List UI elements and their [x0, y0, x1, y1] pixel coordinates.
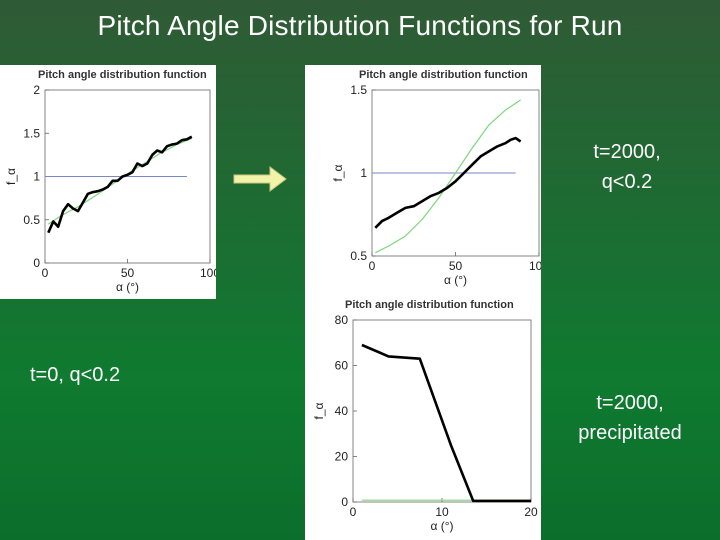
- chart-precipitated: Pitch angle distribution function 0 10 20 0 2…: [312, 299, 538, 533]
- chart-panel-late: Pitch angle distribution function 0 50 100 0…: [305, 65, 541, 293]
- chart-late: Pitch angle distribution function 0 50 100 0…: [331, 69, 541, 287]
- y-tick-label: 0: [341, 495, 348, 509]
- plot-frame: [352, 319, 532, 503]
- caption-late: t=2000, q<0.2: [593, 141, 661, 193]
- y-axis-label: f_α: [312, 402, 326, 419]
- y-tick-label: 2: [33, 83, 40, 97]
- y-tick-label: 60: [335, 359, 349, 373]
- x-tick-label: 10: [435, 505, 449, 519]
- fit-line: [375, 99, 521, 254]
- y-axis-label: f_α: [331, 164, 345, 181]
- chart-title: Pitch angle distribution function: [345, 299, 514, 311]
- y-tick-label: 1: [33, 170, 40, 184]
- chart-title: Pitch angle distribution function: [359, 69, 528, 81]
- caption-initial: t=0, q<0.2: [30, 364, 121, 386]
- x-tick-label: 100: [529, 259, 541, 273]
- x-axis-label: α (°): [116, 280, 139, 294]
- x-tick-label: 0: [369, 259, 376, 273]
- y-tick-label: 1.5: [350, 83, 367, 97]
- chart-title: Pitch angle distribution function: [38, 69, 207, 81]
- x-tick-label: 50: [121, 266, 135, 280]
- y-axis-label: f_α: [4, 168, 18, 185]
- x-tick-label: 50: [449, 259, 463, 273]
- x-tick-label: 0: [42, 266, 49, 280]
- chart-panel-initial: Pitch angle distribution function 0 50 10 0 0…: [0, 65, 216, 299]
- x-axis-label: α (°): [430, 519, 453, 533]
- y-tick-label: 40: [335, 404, 349, 418]
- y-tick-label: 0: [33, 256, 40, 270]
- chart-initial: Pitch angle distribution function 0 50 10 0 0…: [4, 69, 216, 294]
- y-tick-label: 0.5: [23, 213, 40, 227]
- x-tick-label: 0: [350, 505, 357, 519]
- y-tick-label: 1.5: [23, 126, 40, 140]
- y-tick-label: 20: [335, 450, 349, 464]
- right-arrow-icon: [232, 164, 288, 199]
- slide-title: Pitch Angle Distribution Functions for R…: [97, 10, 623, 41]
- x-tick-label: 20: [524, 505, 538, 519]
- data-line: [361, 343, 531, 503]
- x-axis-label: α (°): [444, 273, 467, 287]
- y-tick-label: 1: [360, 166, 367, 180]
- y-tick-label: 80: [335, 313, 349, 327]
- data-line: [374, 136, 522, 229]
- chart-panel-precipitated: Pitch angle distribution function 0 10 20 0 2…: [305, 293, 541, 540]
- data-line: [47, 135, 193, 234]
- fit-line: [47, 137, 193, 225]
- x-tick-label: 100: [200, 266, 216, 280]
- caption-precipitated: t=2000, precipitated: [578, 392, 682, 444]
- y-tick-label: 0.5: [350, 249, 367, 263]
